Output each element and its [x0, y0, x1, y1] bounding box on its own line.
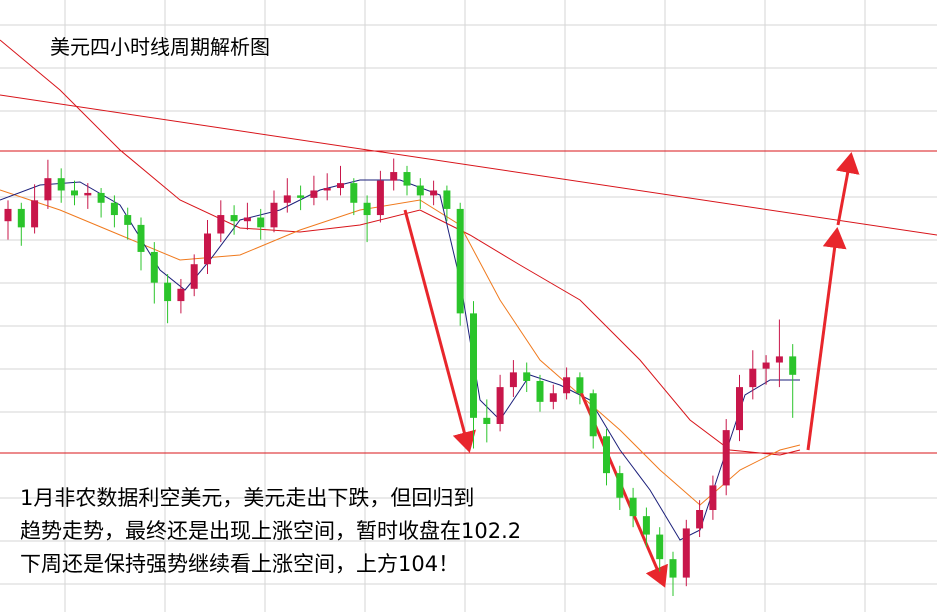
candle-body	[71, 190, 78, 196]
candle-body	[616, 473, 624, 498]
candle-body	[110, 202, 118, 216]
candle-body	[230, 215, 238, 222]
candle-body	[164, 282, 172, 302]
candle-body	[177, 288, 185, 302]
candle-body	[323, 188, 331, 191]
candle-body	[496, 387, 504, 424]
candle-body	[549, 393, 557, 402]
candles	[4, 158, 797, 597]
annotation: 趋势走势，最终还是出现上涨空间，暂时收盘在102.2	[20, 519, 521, 543]
candle-body	[270, 202, 278, 228]
candle-body	[376, 180, 384, 216]
candle-body	[709, 485, 717, 510]
candle-body	[736, 387, 743, 431]
candle-body	[762, 362, 770, 369]
candle-body	[749, 368, 757, 388]
candle-body	[416, 185, 424, 196]
candle-body	[629, 497, 637, 517]
arrow-up	[806, 227, 847, 451]
arrow-down	[403, 209, 476, 453]
candle-body	[57, 178, 65, 191]
candle-body	[722, 430, 730, 486]
candle-body	[310, 190, 318, 198]
candle-body	[483, 417, 491, 424]
annotation: 下周还是保持强势继续看上涨空间，上方104！	[20, 552, 459, 576]
candle-body	[642, 516, 650, 535]
candle-body	[44, 178, 52, 201]
candle-body	[536, 380, 544, 402]
candle-body	[696, 510, 704, 529]
candle-body	[363, 202, 371, 216]
candle-body	[243, 217, 251, 222]
candle-body	[150, 251, 158, 283]
candle-body	[337, 183, 344, 189]
candle-body	[403, 172, 411, 186]
chart-title: 美元四小时线周期解析图	[50, 35, 270, 59]
candle-body	[470, 313, 477, 418]
candle-body	[31, 200, 39, 228]
candle-body	[669, 559, 677, 578]
candle-body	[682, 528, 690, 578]
ma-long	[0, 39, 801, 456]
candle-body	[603, 436, 610, 474]
candle-body	[509, 372, 517, 388]
candle-body	[137, 224, 145, 252]
candle-body	[97, 192, 105, 203]
candle-body	[297, 195, 305, 198]
candle-body	[775, 356, 783, 363]
candle-body	[456, 208, 464, 314]
candle-body	[390, 172, 398, 181]
candle-body	[563, 377, 571, 394]
candle-body	[430, 190, 438, 196]
trend-line	[0, 94, 937, 236]
candle-body	[257, 217, 265, 228]
candle-body	[576, 377, 584, 394]
candle-body	[283, 195, 291, 203]
candle-body	[4, 208, 12, 222]
candle-body	[124, 215, 132, 225]
candle-body	[217, 215, 225, 234]
candle-body	[523, 372, 531, 381]
arrow-up	[835, 152, 860, 226]
annotation: 1月非农数据利空美元，美元走出下跌，但回归到	[20, 486, 474, 510]
candle-body	[204, 233, 211, 265]
candle-body	[84, 192, 92, 196]
candle-body	[190, 264, 198, 289]
candle-body	[656, 534, 664, 560]
candle-body	[789, 356, 797, 375]
ma-mid	[0, 189, 801, 506]
candle-body	[17, 208, 25, 228]
candle-body	[589, 393, 597, 437]
candle-body	[350, 183, 358, 203]
candle-body	[443, 190, 451, 209]
